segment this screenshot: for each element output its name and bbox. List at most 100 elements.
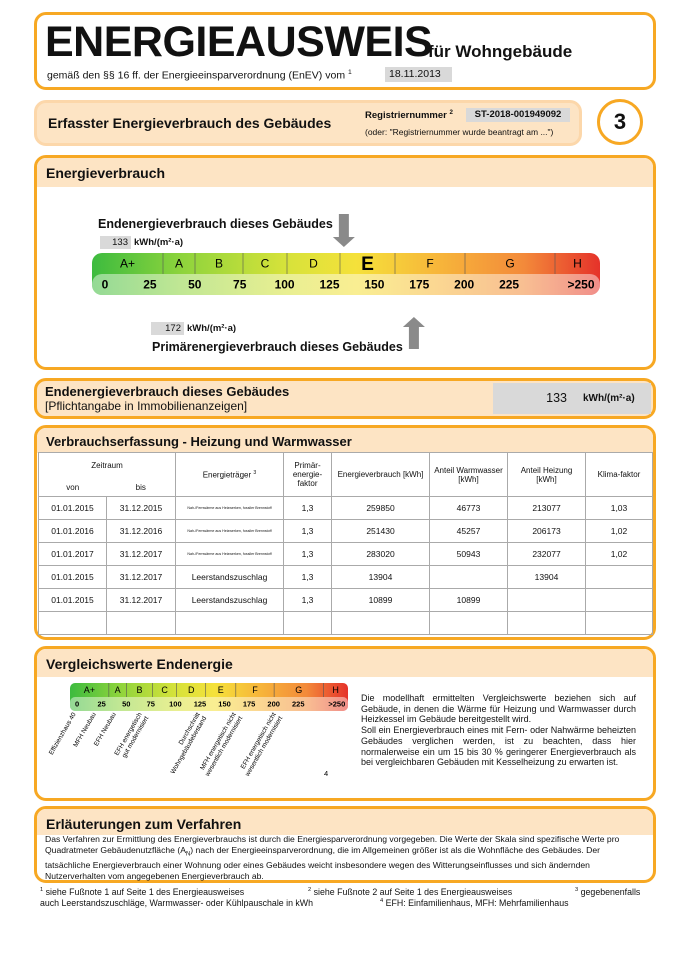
table-cell: Leerstandszuschlag: [175, 565, 284, 589]
footnote-mark: 3: [253, 469, 257, 476]
table-cell: 251430: [331, 519, 430, 543]
table-cell: 259850: [331, 496, 430, 520]
table-cell: 31.12.2017: [106, 565, 176, 589]
text: ) nach der Energieeinsparverordnung, die…: [45, 844, 601, 882]
table-cell: [429, 611, 508, 635]
comparison-text: Die modellhaft ermittelten Vergleichswer…: [361, 693, 636, 768]
table-cell: [283, 611, 332, 635]
primary-unit: kWh/(m²·a): [187, 323, 237, 334]
table-body: 01.01.2015 31.12.2015 Nah-/Fernwärme aus H…: [38, 496, 653, 635]
table-cell: [507, 588, 586, 612]
registration-number: ST-2018-001949092: [466, 108, 570, 122]
table-cell: 206173: [507, 519, 586, 543]
footnote-mark: 1: [347, 69, 352, 76]
table-cell: 31.12.2015: [106, 496, 176, 520]
basis-text: gemäß den §§ 16 ff. der Energieeinsparve…: [47, 69, 346, 82]
table-cell: [585, 588, 653, 612]
registration-title: Erfasster Energieverbrauch des Gebäudes: [48, 115, 332, 131]
explanation-box: Erläuterungen zum Verfahren: [34, 806, 656, 883]
header-cell: Klima-faktor: [585, 452, 653, 497]
table-cell: 13904: [331, 565, 430, 589]
page-number: 3: [597, 99, 643, 145]
footnote-text: siehe Fußnote 1 auf Seite 1 des Energiea…: [45, 887, 245, 897]
table-row: 01.01.2016 31.12.2016 Nah-/Fernwärme aus H…: [38, 519, 653, 543]
table-cell: 1,02: [585, 542, 653, 566]
header-cell: Energieträger 3: [175, 452, 284, 497]
paragraph: Die modellhaft ermittelten Vergleichswer…: [361, 693, 636, 725]
title: ENERGIEAUSWEIS: [45, 18, 433, 66]
primary-label: Primärenergieverbrauch dieses Gebäudes: [152, 340, 403, 354]
table-cell: 213077: [507, 496, 586, 520]
basis: gemäß den §§ 16 ff. der Energieeinsparve…: [47, 69, 352, 82]
table-cell: 46773: [429, 496, 508, 520]
table-cell: 1,3: [283, 565, 332, 589]
consumption-box: Energieverbrauch: [34, 155, 656, 370]
table-cell: [38, 611, 107, 635]
table-cell: 01.01.2016: [38, 519, 107, 543]
table-row: 01.01.2015 31.12.2015 Nah-/Fernwärme aus H…: [38, 496, 653, 520]
footnote-text: gegebenenfalls: [580, 887, 641, 897]
table-cell: 10899: [331, 588, 430, 612]
header-cell: Anteil Heizung [kWh]: [507, 452, 586, 497]
table-cell: 31.12.2016: [106, 519, 176, 543]
table-cell: 1,3: [283, 519, 332, 543]
footnote-mark: 4: [380, 898, 384, 905]
table-cell: [585, 565, 653, 589]
table-cell: 10899: [429, 588, 508, 612]
footnote-text: siehe Fußnote 2 auf Seite 1 des Energiea…: [313, 887, 513, 897]
table-cell: Nah-/Fernwärme aus Heizwerken, fossiler …: [175, 496, 284, 520]
table-row: 01.01.2015 31.12.2017 Leerstandszuschlag 1,…: [38, 588, 653, 612]
footnote-mark: 3: [575, 887, 579, 894]
table-cell: [585, 611, 653, 635]
table-cell: 31.12.2017: [106, 588, 176, 612]
section-header: Vergleichswerte Endenergie: [37, 649, 653, 677]
header-box: [34, 12, 656, 90]
consumption-table: Zeitraum Energieträger 3 Primär-energie-…: [38, 452, 653, 635]
table-cell: 01.01.2015: [38, 565, 107, 589]
table-cell: [331, 611, 430, 635]
section-header: Erläuterungen zum Verfahren: [37, 809, 653, 835]
listing-unit: kWh/(m²·a): [573, 383, 651, 414]
table-cell: 232077: [507, 542, 586, 566]
table-cell: 1,03: [585, 496, 653, 520]
table-cell: 13904: [507, 565, 586, 589]
footnote-mark: 2: [308, 887, 312, 894]
table-cell: 1,3: [283, 542, 332, 566]
table-row: [38, 611, 653, 635]
header-cell: von: [38, 478, 107, 497]
table-cell: Nah-/Fernwärme aus Heizwerken, fossiler …: [175, 519, 284, 543]
date: 18.11.2013: [385, 67, 452, 82]
header-row: Zeitraum Energieträger 3 Primär-energie-…: [38, 452, 653, 497]
table-row: 01.01.2015 31.12.2017 Leerstandszuschlag 1,…: [38, 565, 653, 589]
footnote: 1 siehe Fußnote 1 auf Seite 1 des Energi…: [40, 887, 244, 897]
paragraph: Soll ein Energieverbrauch eines mit Fern…: [361, 725, 636, 768]
table-cell: 50943: [429, 542, 508, 566]
footnote: 4 EFH: Einfamilienhaus, MFH: Mehrfamilie…: [380, 898, 569, 908]
footnote: 3 gegebenenfalls: [575, 887, 640, 897]
table-cell: [106, 611, 176, 635]
footnote-text: EFH: Einfamilienhaus, MFH: Mehrfamilienh…: [385, 898, 569, 908]
table-cell: Nah-/Fernwärme aus Heizwerken, fossiler …: [175, 542, 284, 566]
header-row: von bis: [38, 478, 653, 497]
table-head: Zeitraum Energieträger 3 Primär-energie-…: [38, 452, 653, 497]
listing-title: Endenergieverbrauch dieses Gebäudes: [45, 384, 290, 399]
comparison-box: Vergleichswerte Endenergie: [34, 646, 656, 801]
table-cell: 1,3: [283, 496, 332, 520]
table-cell: 01.01.2017: [38, 542, 107, 566]
table-cell: 1,3: [283, 588, 332, 612]
registration-label: Registriernummer 2: [365, 109, 453, 121]
header-cell: bis: [106, 478, 176, 497]
footnote-mark: 1: [40, 887, 44, 894]
subtitle: für Wohngebäude: [428, 42, 573, 61]
table-cell: 45257: [429, 519, 508, 543]
registration-hint: (oder: "Registriernummer wurde beantragt…: [365, 127, 554, 137]
text: Das Verfahren zur Ermittlung des Energie…: [45, 834, 620, 855]
table-row: 01.01.2017 31.12.2017 Nah-/Fernwärme aus H…: [38, 542, 653, 566]
header-text: Energieträger: [202, 470, 252, 480]
header-cell: Anteil Warmwasser [kWh]: [429, 452, 508, 497]
footnote-text: auch Leerstandszuschläge, Warmwasser- od…: [40, 898, 313, 908]
header-cell: Primär-energie-faktor: [283, 452, 332, 497]
table-cell: [507, 611, 586, 635]
